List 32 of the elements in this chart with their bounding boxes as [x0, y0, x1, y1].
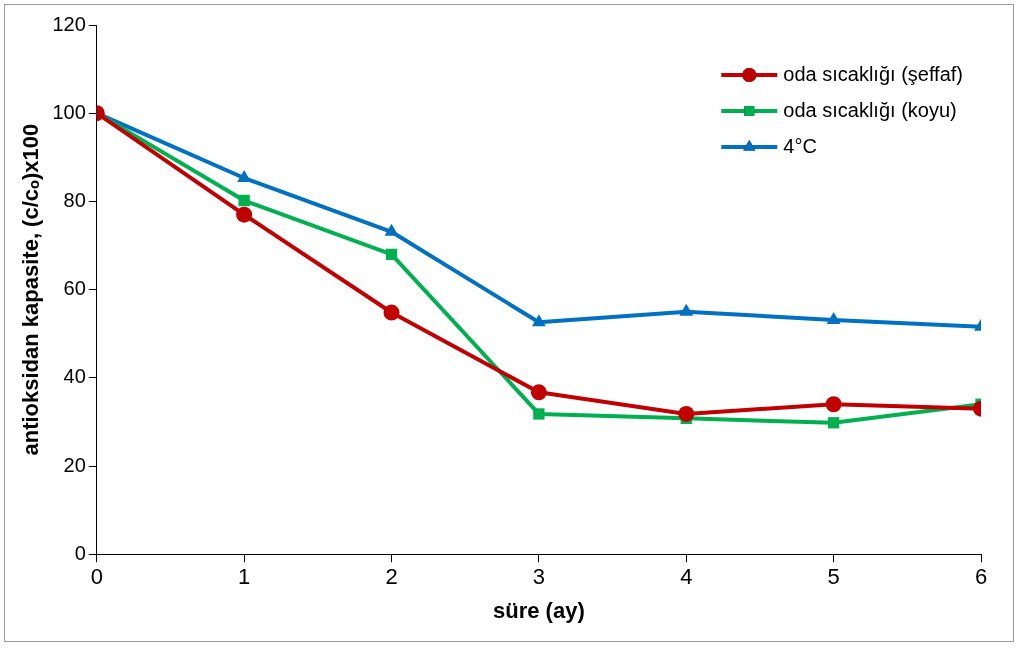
point: [679, 303, 694, 316]
point: [531, 314, 546, 327]
y-tick-label: 80: [63, 188, 86, 211]
x-tick-label: 5: [827, 564, 840, 590]
y-tick-label: 40: [63, 365, 86, 388]
legend-label: 4°C: [783, 134, 817, 157]
point: [826, 312, 841, 325]
y-axis-title: antioksidan kapasite, (c/cₒ)x100: [18, 123, 44, 456]
y-tick-label: 100: [52, 100, 86, 123]
x-tick-label: 0: [90, 564, 103, 590]
legend-label: oda sıcaklığı (koyu): [783, 98, 957, 121]
point: [383, 304, 400, 321]
x-axis-title: süre (ay): [493, 597, 585, 623]
y-tick-label: 20: [63, 453, 86, 476]
legend-label: oda sıcaklığı (şeffaf): [783, 62, 963, 85]
x-tick-label: 4: [680, 564, 693, 590]
y-tick-label: 120: [52, 12, 86, 35]
point: [827, 417, 840, 429]
point: [825, 396, 842, 413]
point: [238, 194, 250, 207]
x-tick-label: 1: [238, 564, 251, 590]
x-tick-label: 3: [532, 564, 546, 590]
point: [533, 408, 545, 420]
point: [236, 206, 253, 223]
point: [385, 248, 398, 260]
point: [530, 384, 547, 401]
point: [384, 223, 399, 236]
x-tick-label: 2: [385, 564, 398, 590]
x-tick-label: 6: [974, 564, 988, 590]
point: [678, 405, 695, 422]
y-tick-label: 0: [74, 541, 86, 564]
y-tick-label: 60: [63, 277, 86, 300]
